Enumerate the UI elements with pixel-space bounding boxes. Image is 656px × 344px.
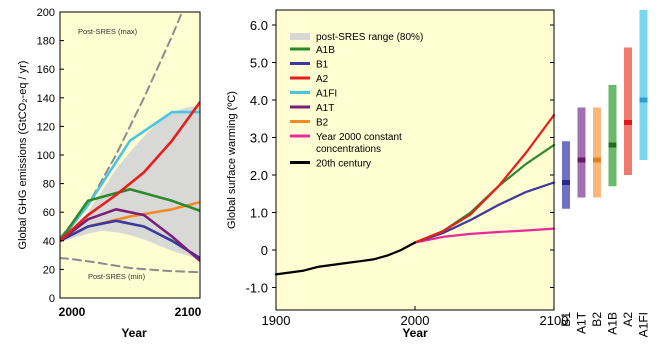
- warming-y-axis-label: Global surface warming (ºC): [226, 91, 238, 229]
- warming-y-ticks: -1.0 0 1.0 2.0 3.0 4.0 5.0 6.0: [246, 18, 554, 296]
- warming-x-ticks: 1900 2000 2100: [262, 306, 569, 328]
- emissions-y-tick-label-100: 100: [37, 150, 55, 162]
- warming-y-tick-label-5-0: 5.0: [250, 56, 268, 71]
- range-label-a2: A2: [621, 312, 635, 327]
- warming-y-tick-label-1-0: 1.0: [250, 206, 268, 221]
- emissions-line-b1: [60, 219, 200, 260]
- warming-line-b1: [413, 181, 556, 244]
- range-best-b1: [562, 180, 570, 185]
- emissions-y-axis-label: Global GHG emissions (GtCO₂-eq / yr): [17, 61, 29, 250]
- range-bar-b1: [562, 141, 570, 209]
- emissions-x-tick-label-2000: 2000: [59, 305, 86, 319]
- warming-chart: -1.0 0 1.0 2.0 3.0 4.0 5.0 6.0 1900 2000 2100 pos…: [226, 9, 569, 340]
- emissions-y-tick-label-180: 180: [37, 36, 55, 48]
- warming-plot-area: [276, 10, 554, 310]
- legend-label-a1fi: A1FI: [316, 89, 337, 100]
- warming-x-tick-label-2100: 2100: [540, 313, 569, 328]
- warming-y-tick-label-2-0: 2.0: [250, 168, 268, 183]
- range-label-b1: B1: [559, 312, 573, 327]
- range-label-b2: B2: [590, 312, 604, 327]
- emissions-y-tick-label-120: 120: [37, 121, 55, 133]
- range-bar-a1t: [577, 107, 586, 198]
- range-best-a1t: [577, 157, 586, 163]
- range-label-a1b: A1B: [606, 312, 620, 335]
- warming-line-a2: [413, 113, 556, 244]
- range-label-a1t: A1T: [575, 311, 589, 334]
- warming-line-20th-century: [274, 241, 417, 276]
- emissions-y-tick-label-200: 200: [37, 7, 55, 19]
- legend-label-a1b: A1B: [316, 45, 335, 56]
- range-bar-a2: [624, 47, 632, 175]
- emissions-x-axis-label: Year: [121, 326, 147, 340]
- legend-label-a1t: A1T: [316, 103, 334, 114]
- emissions-y-tick-label-140: 140: [37, 93, 55, 105]
- emissions-chart: 0 20 40 60 80 100 120 140 160 180 200 2000 2100 Pos…: [17, 7, 202, 340]
- legend-label-20th-century: 20th century: [316, 159, 371, 170]
- warming-x-tick-label-1900: 1900: [262, 313, 291, 328]
- emissions-x-tick-label-2100: 2100: [175, 305, 202, 319]
- emissions-y-tick-label-160: 160: [37, 64, 55, 76]
- warming-y-tick-label-3-0: 3.0: [250, 131, 268, 146]
- legend-label-year-2000-constant-line2: concentrations: [316, 144, 381, 155]
- emissions-y-tick-label-80: 80: [43, 179, 55, 191]
- emissions-line-a2: [60, 100, 200, 243]
- emissions-y-tick-label-40: 40: [43, 236, 55, 248]
- legend-swatch-band: [290, 33, 310, 40]
- legend-label-band: post-SRES range (80%): [316, 32, 423, 43]
- emissions-line-post-sres-min: [60, 257, 200, 274]
- range-best-a1b: [608, 142, 617, 148]
- emissions-line-post-sres-max: [60, 12, 184, 239]
- legend-label-b1: B1: [316, 60, 329, 71]
- warming-x-tick-label-2000: 2000: [401, 313, 430, 328]
- warming-x-axis-label: Year: [402, 326, 428, 340]
- emissions-line-a1t: [60, 208, 200, 263]
- warming-line-year-2000-constant: [413, 227, 556, 244]
- annotation-post-sres-max: Post-SRES (max): [78, 27, 138, 36]
- range-best-b2: [593, 157, 601, 163]
- warming-y-tick-label-1-0: -1.0: [246, 281, 268, 296]
- emissions-y-ticks: 0 20 40 60 80 100 120 140 160 180 200: [37, 7, 64, 305]
- legend-label-year-2000-constant: Year 2000 constant: [316, 132, 402, 143]
- range-best-a2: [624, 120, 632, 125]
- range-bar-a1fi: [639, 10, 648, 160]
- warming-y-tick-label-4-0: 4.0: [250, 93, 268, 108]
- range-bar-a1b: [608, 85, 617, 187]
- warming-legend: post-SRES range (80%) A1B B1 A2 A1FI A1T B2 Ye…: [290, 32, 423, 170]
- warming-y-tick-label-6-0: 6.0: [250, 18, 268, 33]
- emissions-line-a1b: [60, 188, 200, 243]
- emissions-x-ticks: 2000 2100: [59, 305, 202, 319]
- warming-y-tick-label-0: 0: [261, 243, 268, 258]
- emissions-y-tick-label-20: 20: [43, 264, 55, 276]
- range-best-a1fi: [639, 97, 648, 103]
- scenario-range-bars: B1 A1T B2 A1B A2 A1FI: [559, 10, 651, 337]
- range-label-a1fi: A1FI: [637, 312, 651, 337]
- emissions-y-tick-label-60: 60: [43, 207, 55, 219]
- emissions-lines: [60, 12, 200, 274]
- emissions-y-tick-label-0: 0: [49, 293, 55, 305]
- range-bar-b2: [593, 107, 601, 198]
- warming-lines: [274, 113, 556, 276]
- legend-label-a2: A2: [316, 74, 329, 85]
- annotation-post-sres-min: Post-SRES (min): [88, 272, 146, 281]
- emissions-line-a1fi: [60, 110, 200, 243]
- legend-label-b2: B2: [316, 118, 329, 129]
